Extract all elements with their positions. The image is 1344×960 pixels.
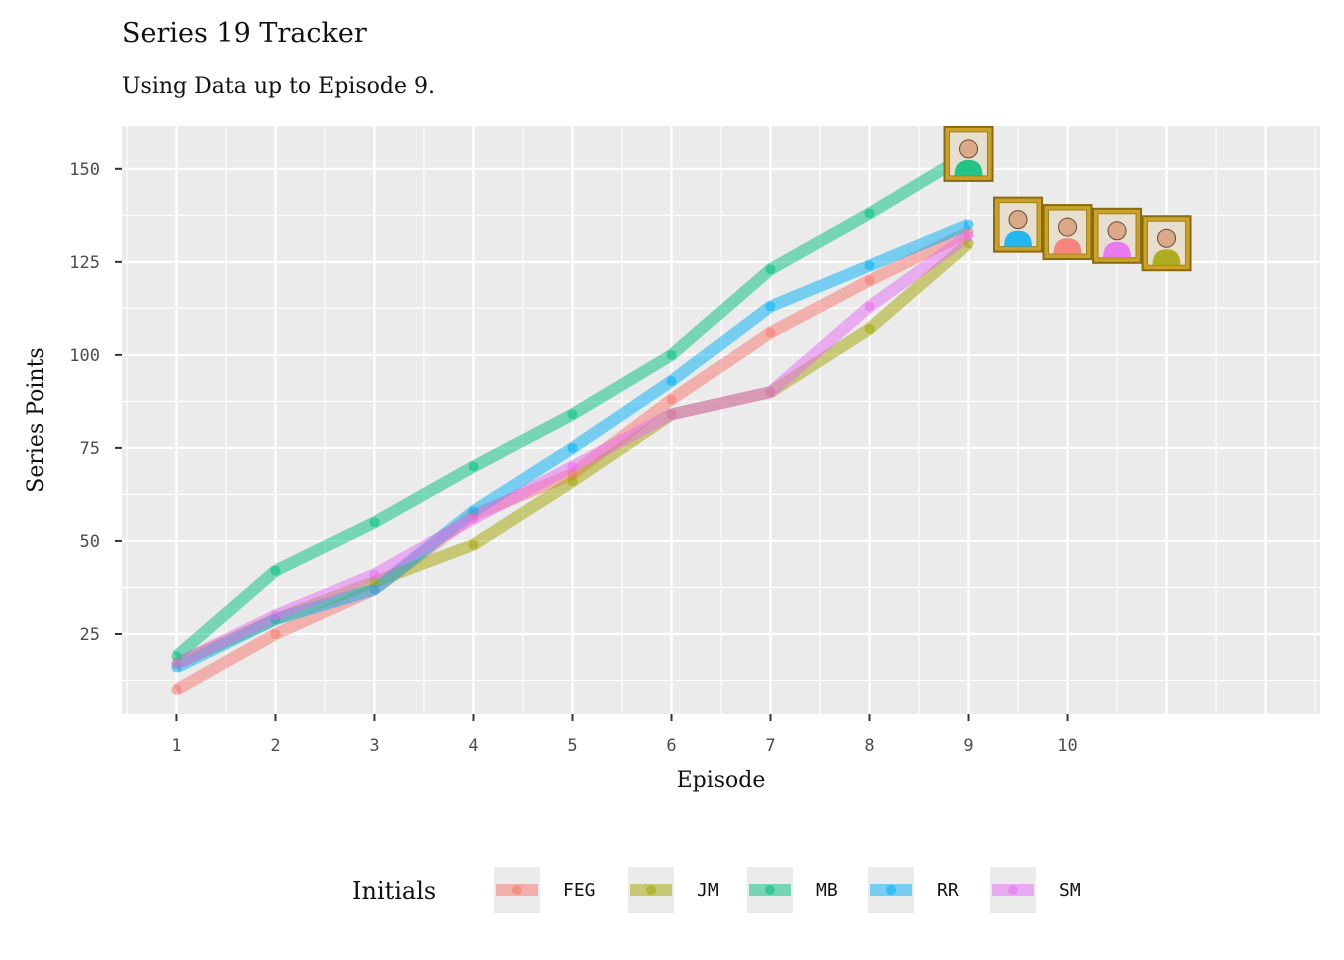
data-point-feg — [864, 275, 875, 286]
chart-title: Series 19 Tracker — [122, 18, 367, 49]
data-point-rr — [567, 442, 578, 453]
portrait-icon-mb — [943, 125, 994, 182]
legend-item-feg: FEG — [494, 867, 596, 913]
data-point-sm — [171, 658, 182, 669]
portrait-icon-feg — [1042, 204, 1093, 261]
data-point-jm — [567, 476, 578, 487]
data-point-mb — [864, 208, 875, 219]
portrait-icon-jm — [1141, 215, 1192, 272]
data-point-mb — [270, 565, 281, 576]
portrait-shoulders — [1152, 249, 1181, 266]
y-tick-label: 25 — [80, 625, 100, 645]
x-tick-label: 8 — [864, 736, 874, 756]
legend-label: JM — [697, 880, 719, 901]
data-point-jm — [963, 238, 974, 249]
portrait-head — [959, 139, 979, 159]
portrait-shoulders — [1103, 241, 1132, 258]
x-tick-label: 3 — [369, 736, 379, 756]
data-point-sm — [963, 230, 974, 241]
data-point-jm — [369, 576, 380, 587]
data-point-rr — [468, 506, 479, 517]
data-point-sm — [765, 387, 776, 398]
legend-key-point — [512, 885, 522, 895]
data-point-feg — [666, 394, 677, 405]
legend-item-mb: MB — [747, 867, 838, 913]
x-tick-label: 10 — [1057, 736, 1077, 756]
chart-subtitle: Using Data up to Episode 9. — [122, 74, 435, 99]
data-point-feg — [765, 327, 776, 338]
legend-label: MB — [816, 880, 838, 901]
x-tick-label: 5 — [567, 736, 577, 756]
y-tick-label: 150 — [69, 160, 100, 180]
portrait-shoulders — [1053, 238, 1082, 255]
x-tick-label: 6 — [666, 736, 676, 756]
x-tick-label: 2 — [270, 736, 280, 756]
y-tick-label: 50 — [80, 532, 100, 552]
data-point-rr — [369, 584, 380, 595]
data-point-sm — [369, 569, 380, 580]
x-tick-label: 4 — [468, 736, 478, 756]
y-tick-label: 75 — [80, 439, 100, 459]
legend-key-point — [886, 885, 896, 895]
data-point-feg — [171, 684, 182, 695]
data-point-mb — [567, 409, 578, 420]
portrait-head — [1107, 221, 1127, 241]
x-tick-label: 9 — [963, 736, 973, 756]
legend-key-point — [1008, 885, 1018, 895]
legend-key-point — [765, 885, 775, 895]
x-tick-label: 1 — [171, 736, 181, 756]
legend: Initials FEG JM MB RR SM — [352, 867, 1081, 913]
data-point-sm — [567, 461, 578, 472]
legend-item-sm: SM — [990, 867, 1081, 913]
x-axis-title: Episode — [677, 768, 766, 793]
legend-key-point — [646, 885, 656, 895]
y-tick-label: 100 — [69, 346, 100, 366]
portrait-head — [1157, 228, 1177, 248]
data-point-sm — [468, 513, 479, 524]
minor-gridlines — [122, 126, 1320, 714]
y-axis-title: Series Points — [24, 347, 49, 492]
data-point-feg — [270, 628, 281, 639]
legend-item-jm: JM — [628, 867, 719, 913]
legend-label: FEG — [563, 880, 596, 901]
x-tick-label: 7 — [765, 736, 775, 756]
legend-label: RR — [937, 880, 959, 901]
data-point-rr — [765, 301, 776, 312]
data-point-mb — [765, 264, 776, 275]
data-point-sm — [864, 301, 875, 312]
contestant-portraits — [943, 125, 1192, 272]
portrait-icon-rr — [993, 196, 1044, 253]
legend-label: SM — [1059, 880, 1081, 901]
tick-labels: 1 2 3 4 5 6 7 8 9 10 25 50 75 100 125 150 — [69, 160, 1077, 756]
portrait-shoulders — [1004, 230, 1033, 247]
data-point-mb — [369, 517, 380, 528]
data-point-mb — [666, 349, 677, 360]
data-point-mb — [171, 651, 182, 662]
data-point-sm — [666, 409, 677, 420]
axis-ticks — [115, 167, 1069, 721]
legend-item-rr: RR — [868, 867, 959, 913]
portrait-icon-sm — [1092, 207, 1143, 264]
portrait-head — [1058, 217, 1078, 237]
data-point-rr — [963, 219, 974, 230]
data-point-rr — [864, 260, 875, 271]
data-point-jm — [468, 539, 479, 550]
portrait-head — [1008, 210, 1028, 230]
data-point-jm — [864, 323, 875, 334]
data-point-rr — [666, 375, 677, 386]
data-point-feg — [567, 468, 578, 479]
data-point-mb — [468, 461, 479, 472]
legend-items: FEG JM MB RR SM — [494, 867, 1081, 913]
series-points — [171, 148, 974, 695]
legend-title: Initials — [352, 877, 436, 905]
y-tick-label: 125 — [69, 253, 100, 273]
data-point-sm — [270, 610, 281, 621]
portrait-shoulders — [954, 159, 983, 176]
